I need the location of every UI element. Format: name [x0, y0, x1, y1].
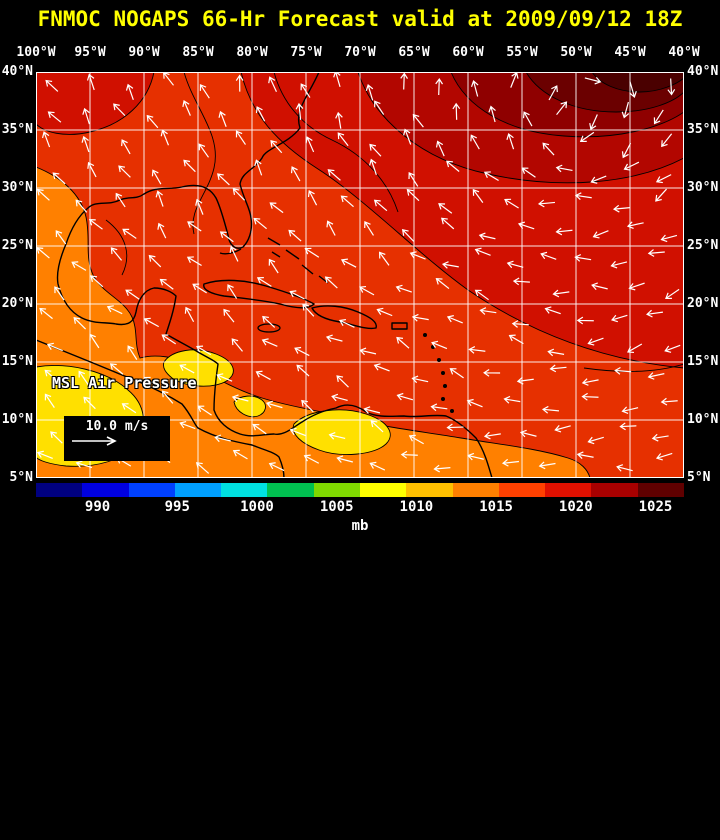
- wind-reference-legend: 10.0 m/s: [64, 416, 170, 461]
- lon-label-95W: 95°W: [74, 45, 106, 60]
- lat-label-right-35N: 35°N: [687, 122, 719, 137]
- colorbar-segment-2: [128, 483, 175, 497]
- colorbar-segment-0: [36, 483, 83, 497]
- lat-label-left-35N: 35°N: [1, 122, 33, 137]
- lat-label-right-10N: 10°N: [687, 412, 719, 427]
- lon-label-65W: 65°W: [398, 45, 430, 60]
- lat-label-right-40N: 40°N: [687, 64, 719, 79]
- page-title: FNMOC NOGAPS 66-Hr Forecast valid at 200…: [37, 7, 683, 31]
- lat-label-right-15N: 15°N: [687, 354, 719, 369]
- lon-label-70W: 70°W: [344, 45, 376, 60]
- colorbar: [36, 483, 684, 497]
- colorbar-tick-990: 990: [84, 499, 111, 515]
- lat-label-left-30N: 30°N: [1, 180, 33, 195]
- lat-label-left-25N: 25°N: [1, 238, 33, 253]
- lon-label-60W: 60°W: [452, 45, 484, 60]
- lon-label-90W: 90°W: [128, 45, 160, 60]
- colorbar-unit-label: mb: [351, 518, 369, 534]
- lon-label-100W: 100°W: [16, 45, 56, 60]
- wind-reference-arrow-icon: [72, 436, 117, 446]
- forecast-page: FNMOC NOGAPS 66-Hr Forecast valid at 200…: [1, 7, 719, 534]
- colorbar-tick-1015: 1015: [479, 499, 513, 515]
- colorbar-tick-1010: 1010: [399, 499, 434, 515]
- colorbar-segment-1: [82, 483, 129, 497]
- colorbar-segment-9: [452, 483, 499, 497]
- colorbar-segment-11: [545, 483, 592, 497]
- colorbar-segment-7: [359, 483, 407, 497]
- colorbar-segment-3: [174, 483, 222, 497]
- lat-label-right-25N: 25°N: [687, 238, 719, 253]
- colorbar-tick-995: 995: [164, 499, 190, 515]
- forecast-map: MSL Air Pressure 10.0 m/s: [36, 72, 684, 478]
- colorbar-segment-8: [406, 483, 453, 497]
- colorbar-tick-1000: 1000: [240, 499, 274, 515]
- lat-label-left-5N: 5°N: [9, 470, 33, 485]
- lon-label-80W: 80°W: [236, 45, 268, 60]
- lat-label-left-40N: 40°N: [1, 64, 33, 79]
- lat-label-right-30N: 30°N: [687, 180, 719, 195]
- colorbar-tick-1005: 1005: [319, 499, 354, 515]
- lon-label-40W: 40°W: [668, 45, 700, 60]
- colorbar-tick-1020: 1020: [558, 499, 593, 515]
- colorbar-tick-1025: 1025: [638, 499, 673, 515]
- colorbar-segment-4: [221, 483, 268, 497]
- lat-label-left-15N: 15°N: [1, 354, 33, 369]
- colorbar-tick-labels: 990 995 1000 1005 1010 1015 1020 1025: [36, 499, 684, 515]
- wind-reference-value: 10.0 m/s: [85, 419, 149, 434]
- lon-label-75W: 75°W: [290, 45, 322, 60]
- colorbar-segment-10: [498, 483, 546, 497]
- lon-label-45W: 45°W: [614, 45, 646, 60]
- colorbar-segment-6: [313, 483, 360, 497]
- colorbar-segment-5: [267, 483, 314, 497]
- colorbar-segment-12: [591, 483, 638, 497]
- lat-label-right-20N: 20°N: [687, 296, 719, 311]
- lon-label-85W: 85°W: [182, 45, 214, 60]
- lat-label-left-20N: 20°N: [1, 296, 33, 311]
- lat-label-left-10N: 10°N: [1, 412, 33, 427]
- field-label: MSL Air Pressure: [52, 374, 197, 392]
- pressure-field-map: [36, 72, 684, 478]
- lon-label-55W: 55°W: [506, 45, 538, 60]
- lon-label-50W: 50°W: [560, 45, 592, 60]
- colorbar-segment-13: [637, 483, 684, 497]
